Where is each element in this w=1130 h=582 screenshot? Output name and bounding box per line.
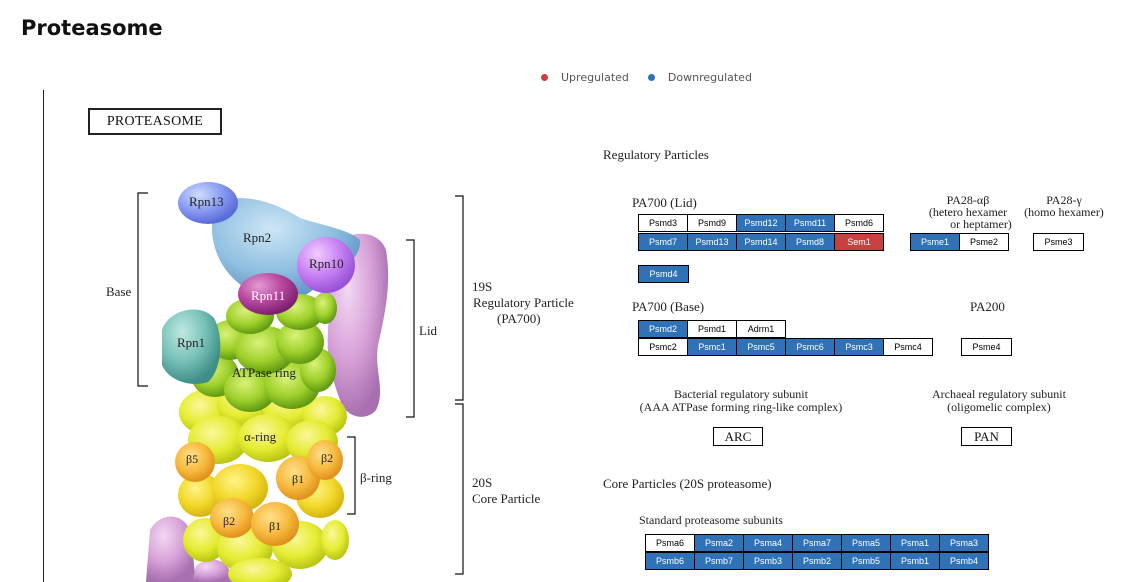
legend-label-upregulated: Upregulated bbox=[561, 71, 629, 84]
gene-box-psme2[interactable]: Psme2 bbox=[959, 233, 1009, 251]
gene-box-psmd9[interactable]: Psmd9 bbox=[687, 214, 737, 232]
pa28g-line2: (homo hexamer) bbox=[1024, 205, 1104, 219]
gene-box-psma6[interactable]: Psma6 bbox=[645, 534, 695, 552]
beta1-label-lower: β1 bbox=[269, 519, 282, 533]
gene-box-psmb6[interactable]: Psmb6 bbox=[645, 552, 695, 570]
atpase-ring-label: ATPase ring bbox=[232, 365, 296, 380]
gene-box-psma2[interactable]: Psma2 bbox=[694, 534, 744, 552]
pa28g-heading: PA28-γ (homo hexamer) bbox=[1018, 194, 1110, 218]
regulatory-particles-heading: Regulatory Particles bbox=[603, 147, 709, 162]
gene-box-psmc5[interactable]: Psmc5 bbox=[736, 338, 786, 356]
base-label: Base bbox=[106, 284, 132, 299]
lid-label: Lid bbox=[419, 323, 438, 338]
rp19s-label-line2: Regulatory Particle bbox=[473, 295, 574, 310]
bacterial-subunit-heading: Bacterial regulatory subunit (AAA ATPase… bbox=[626, 388, 856, 414]
lid-bracket bbox=[406, 239, 415, 418]
rp19s-label: 19S Regulatory Particle (PA700) bbox=[467, 279, 577, 327]
pa700-lid-heading: PA700 (Lid) bbox=[632, 195, 697, 210]
rp19s-label-line1: 19S bbox=[472, 279, 493, 294]
gene-box-psmc4[interactable]: Psmc4 bbox=[883, 338, 933, 356]
rpn13-label: Rpn13 bbox=[189, 194, 224, 209]
pathway-map-border bbox=[43, 90, 44, 582]
pan-box[interactable]: PAN bbox=[961, 427, 1012, 446]
gene-box-psmb4[interactable]: Psmb4 bbox=[939, 552, 989, 570]
page-title: Proteasome bbox=[21, 16, 163, 40]
bacterial-line2: (AAA ATPase forming ring-like complex) bbox=[639, 400, 843, 414]
gene-box-psmd7[interactable]: Psmd7 bbox=[638, 233, 688, 251]
cp20s-label-line2: Core Particle bbox=[472, 491, 541, 506]
gene-box-psma7[interactable]: Psma7 bbox=[792, 534, 842, 552]
beta-ring-label: β-ring bbox=[360, 470, 392, 485]
pa700-base-heading: PA700 (Base) bbox=[632, 299, 705, 314]
cp20s-bracket bbox=[455, 403, 464, 575]
pa28g-line1: PA28-γ bbox=[1046, 193, 1082, 207]
archaeal-line2: (oligomelic complex) bbox=[947, 400, 1051, 414]
legend-label-downregulated: Downregulated bbox=[667, 71, 752, 84]
beta1-label-upper: β1 bbox=[292, 472, 305, 486]
legend-item-upregulated[interactable]: Upregulated bbox=[541, 71, 629, 84]
gene-box-psma4[interactable]: Psma4 bbox=[743, 534, 793, 552]
cp20s-label-line1: 20S bbox=[472, 475, 493, 490]
pa28ab-line3: or heptamer) bbox=[950, 217, 1012, 231]
legend-item-downregulated[interactable]: Downregulated bbox=[647, 71, 752, 84]
pa28ab-heading: PA28-αβ (hetero hexamer or heptamer) bbox=[905, 194, 1031, 230]
gene-box-psmd2[interactable]: Psmd2 bbox=[638, 320, 688, 338]
rpn11-label: Rpn11 bbox=[251, 288, 286, 303]
base-bracket bbox=[137, 192, 148, 387]
gene-box-psmd13[interactable]: Psmd13 bbox=[687, 233, 737, 251]
rpn1-label: Rpn1 bbox=[177, 335, 206, 350]
gene-box-psma3[interactable]: Psma3 bbox=[939, 534, 989, 552]
gene-box-psma5[interactable]: Psma5 bbox=[841, 534, 891, 552]
pa28ab-line2: (hetero hexamer bbox=[928, 205, 1008, 219]
cp20s-label: 20S Core Particle bbox=[472, 475, 540, 507]
archaeal-line1: Archaeal regulatory subunit bbox=[932, 387, 1066, 401]
archaeal-subunit-heading: Archaeal regulatory subunit (oligomelic … bbox=[918, 388, 1080, 414]
gene-box-psme1[interactable]: Psme1 bbox=[910, 233, 960, 251]
beta2-label-lower: β2 bbox=[223, 514, 236, 528]
gene-box-psmd1[interactable]: Psmd1 bbox=[687, 320, 737, 338]
gene-box-psmc3[interactable]: Psmc3 bbox=[834, 338, 884, 356]
gene-box-psmb7[interactable]: Psmb7 bbox=[694, 552, 744, 570]
gene-box-psmd3[interactable]: Psmd3 bbox=[638, 214, 688, 232]
standard-subunits-heading: Standard proteasome subunits bbox=[639, 513, 783, 527]
gene-box-sem1[interactable]: Sem1 bbox=[834, 233, 884, 251]
gene-box-adrm1[interactable]: Adrm1 bbox=[736, 320, 786, 338]
beta-ring-bracket bbox=[347, 436, 356, 515]
rp19s-label-line3: (PA700) bbox=[497, 311, 541, 326]
gene-box-psmd11[interactable]: Psmd11 bbox=[785, 214, 835, 232]
bacterial-line1: Bacterial regulatory subunit bbox=[674, 387, 808, 401]
gene-box-psmd4[interactable]: Psmd4 bbox=[638, 265, 689, 283]
upregulated-dot-icon bbox=[541, 74, 548, 81]
gene-box-psmc6[interactable]: Psmc6 bbox=[785, 338, 835, 356]
gene-box-psme3[interactable]: Psme3 bbox=[1033, 233, 1084, 251]
gene-box-psmd6[interactable]: Psmd6 bbox=[834, 214, 884, 232]
pa28ab-line1: PA28-αβ bbox=[946, 193, 990, 207]
beta5-label: β5 bbox=[186, 452, 199, 466]
legend: Upregulated Downregulated bbox=[541, 71, 752, 84]
rpn2-label: Rpn2 bbox=[243, 230, 272, 245]
rp19s-bracket bbox=[455, 195, 464, 401]
gene-box-psmb5[interactable]: Psmb5 bbox=[841, 552, 891, 570]
gene-box-psmb2[interactable]: Psmb2 bbox=[792, 552, 842, 570]
downregulated-dot-icon bbox=[647, 74, 655, 81]
beta2-label-upper: β2 bbox=[321, 451, 334, 465]
proteasome-title-box: PROTEASOME bbox=[88, 108, 222, 135]
gene-box-psmc1[interactable]: Psmc1 bbox=[687, 338, 737, 356]
gene-box-psmc2[interactable]: Psmc2 bbox=[638, 338, 688, 356]
gene-box-psmb3[interactable]: Psmb3 bbox=[743, 552, 793, 570]
gene-box-psmd12[interactable]: Psmd12 bbox=[736, 214, 786, 232]
gene-box-psma1[interactable]: Psma1 bbox=[890, 534, 940, 552]
pa200-heading: PA200 bbox=[970, 299, 1005, 314]
gene-box-psmd8[interactable]: Psmd8 bbox=[785, 233, 835, 251]
gene-box-psmb1[interactable]: Psmb1 bbox=[890, 552, 940, 570]
gene-box-psme4[interactable]: Psme4 bbox=[961, 338, 1012, 356]
alpha-ring-label: α-ring bbox=[244, 429, 277, 444]
rpn10-label: Rpn10 bbox=[309, 256, 344, 271]
core-particles-heading: Core Particles (20S proteasome) bbox=[603, 476, 772, 491]
arc-box[interactable]: ARC bbox=[713, 427, 763, 446]
gene-box-psmd14[interactable]: Psmd14 bbox=[736, 233, 786, 251]
